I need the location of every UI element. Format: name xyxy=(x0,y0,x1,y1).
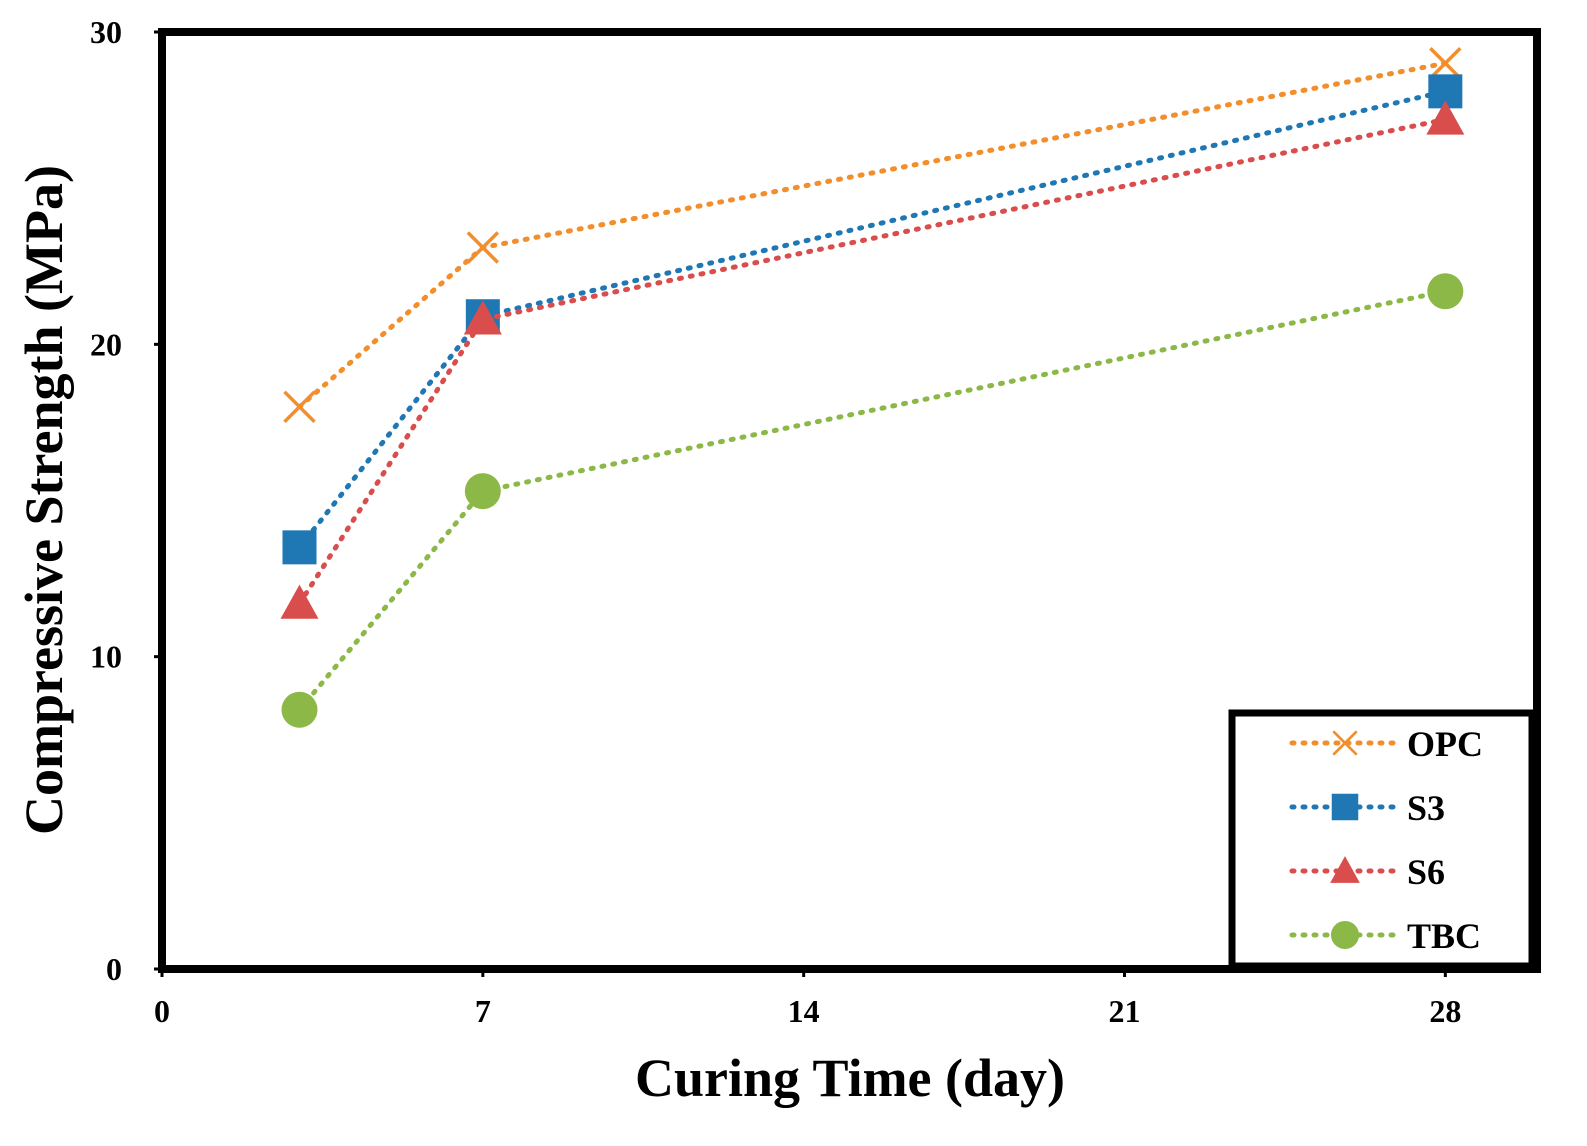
data-point-opc xyxy=(466,231,500,264)
data-point-tbc xyxy=(281,691,318,728)
axes: 0 7 14 21 28 0 10 20 30 xyxy=(90,14,1461,1029)
data-point-s6 xyxy=(1426,100,1465,135)
x-axis-title: Curing Time (day) xyxy=(635,1048,1065,1108)
y-tick-label: 30 xyxy=(90,14,122,50)
x-tick-label: 21 xyxy=(1109,993,1141,1029)
legend-marker-s6 xyxy=(1330,856,1360,883)
x-tick-label: 14 xyxy=(788,993,820,1029)
legend-label-s3: S3 xyxy=(1407,788,1445,828)
legend-label-tbc: TBC xyxy=(1407,916,1481,956)
legend-label-s6: S6 xyxy=(1407,852,1445,892)
series-line-s6 xyxy=(297,116,1448,607)
legend-marker-tbc xyxy=(1330,920,1360,950)
y-tick-label: 0 xyxy=(106,951,122,987)
y-tick-label: 20 xyxy=(90,326,122,362)
legend-marker-s3 xyxy=(1331,793,1359,821)
data-point-opc xyxy=(1429,46,1462,80)
legend-label-opc: OPC xyxy=(1407,724,1483,764)
y-axis-title: Compressive Strength (MPa) xyxy=(14,165,74,835)
data-point-tbc xyxy=(464,473,501,510)
legend: OPC S3 S6 TBC xyxy=(1228,709,1536,970)
legend-box xyxy=(1228,709,1536,970)
y-tick-label: 10 xyxy=(90,639,122,675)
data-point-opc xyxy=(283,390,316,424)
data-point-s3 xyxy=(282,530,317,565)
legend-marker-opc xyxy=(1332,730,1358,756)
x-tick-label: 0 xyxy=(154,993,170,1029)
data-point-s6 xyxy=(280,584,319,619)
plot-layer xyxy=(280,46,1465,728)
data-point-tbc xyxy=(1427,273,1464,310)
x-tick-label: 28 xyxy=(1429,993,1461,1029)
data-point-s6 xyxy=(463,300,502,335)
x-tick-label: 7 xyxy=(475,993,491,1029)
